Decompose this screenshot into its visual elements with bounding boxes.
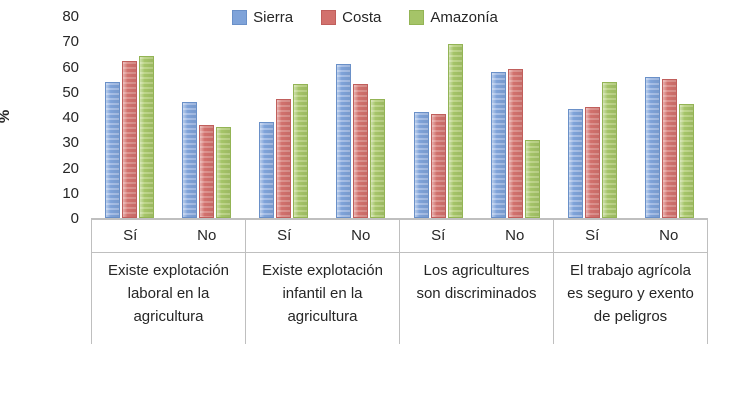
answers-row: Sí No bbox=[92, 218, 245, 253]
y-tick-label: 10 bbox=[62, 184, 79, 202]
bar-amazonía-g4-sí bbox=[601, 81, 617, 218]
chart-legend: Sierra Costa Amazonía bbox=[0, 9, 730, 26]
category-label-line: Existe explotación bbox=[262, 262, 383, 279]
bar-group-2 bbox=[245, 16, 399, 218]
bar-group-3 bbox=[400, 16, 554, 218]
bar-sierra-g2-sí bbox=[259, 122, 275, 218]
y-tick-label: 20 bbox=[62, 159, 79, 177]
answers-row: Sí No bbox=[554, 218, 707, 253]
y-tick-label: 50 bbox=[62, 83, 79, 101]
y-tick-label: 0 bbox=[70, 210, 79, 227]
category-group-3: Sí No Los agricultures son discriminados bbox=[399, 218, 553, 344]
category-label-line: son discriminados bbox=[416, 285, 537, 302]
bar-costa-g3-no bbox=[507, 69, 523, 218]
legend-item-sierra: Sierra bbox=[232, 9, 293, 26]
bar-sierra-g3-no bbox=[490, 71, 506, 218]
answer-label-sí: Sí bbox=[277, 226, 292, 244]
bar-cluster-g3-sí bbox=[400, 16, 477, 218]
bar-costa-g1-sí bbox=[122, 61, 138, 218]
bar-costa-g4-no bbox=[661, 79, 677, 218]
plot-area bbox=[91, 16, 708, 220]
category-label-line: laboral en la bbox=[127, 285, 210, 302]
category-group-label: El trabajo agrícola es seguro y exento de … bbox=[554, 253, 707, 328]
answer-label-no: No bbox=[659, 226, 679, 244]
bar-amazonía-g3-no bbox=[524, 139, 540, 218]
bar-sierra-g4-no bbox=[644, 76, 660, 218]
y-tick-label: 30 bbox=[62, 134, 79, 152]
answer-label-no: No bbox=[197, 226, 217, 244]
category-label-line: El trabajo agrícola bbox=[570, 262, 691, 279]
legend-swatch-icon bbox=[321, 10, 337, 25]
category-group-label: Existe explotación laboral en la agricultu… bbox=[92, 253, 245, 328]
category-axis: Sí No Existe explotación laboral en la agric… bbox=[91, 218, 708, 344]
bar-amazonía-g2-sí bbox=[293, 84, 309, 218]
bar-costa-g2-sí bbox=[276, 99, 292, 218]
category-group-4: Sí No El trabajo agrícola es seguro y exent… bbox=[553, 218, 708, 344]
answer-label-sí: Sí bbox=[123, 226, 138, 244]
category-label-line: agricultura bbox=[133, 308, 204, 325]
bar-sierra-g2-no bbox=[336, 63, 352, 218]
bar-sierra-g1-sí bbox=[105, 81, 121, 218]
bar-amazonía-g4-no bbox=[678, 104, 694, 218]
category-label-line: es seguro y exento bbox=[567, 285, 694, 302]
bar-cluster-g2-sí bbox=[245, 16, 322, 218]
bar-amazonía-g1-sí bbox=[139, 56, 155, 218]
bar-cluster-g1-sí bbox=[91, 16, 168, 218]
bar-cluster-g3-no bbox=[477, 16, 554, 218]
bar-group-4 bbox=[554, 16, 708, 218]
bar-sierra-g1-no bbox=[182, 101, 198, 218]
bar-cluster-g1-no bbox=[168, 16, 245, 218]
answers-row: Sí No bbox=[400, 218, 553, 253]
answer-label-sí: Sí bbox=[431, 226, 446, 244]
bar-sierra-g4-sí bbox=[567, 109, 583, 218]
bar-costa-g2-no bbox=[353, 84, 369, 218]
y-tick-label: 70 bbox=[62, 33, 79, 51]
bar-cluster-g4-sí bbox=[554, 16, 631, 218]
legend-item-amazonía: Amazonía bbox=[409, 9, 498, 26]
y-axis-title: % bbox=[0, 110, 13, 123]
bar-costa-g4-sí bbox=[584, 106, 600, 218]
category-group-2: Sí No Existe explotación infantil en la agri… bbox=[245, 218, 399, 344]
category-group-label: Los agricultures son discriminados bbox=[400, 253, 553, 305]
y-tick-label: 40 bbox=[62, 109, 79, 126]
legend-label: Amazonía bbox=[430, 9, 498, 26]
legend-swatch-icon bbox=[409, 10, 425, 25]
answer-label-no: No bbox=[505, 226, 525, 244]
bar-amazonía-g1-no bbox=[216, 127, 232, 218]
category-group-1: Sí No Existe explotación laboral en la agric… bbox=[91, 218, 245, 344]
legend-label: Costa bbox=[342, 9, 382, 26]
bar-cluster-g4-no bbox=[631, 16, 708, 218]
bar-cluster-g2-no bbox=[322, 16, 399, 218]
bar-amazonía-g2-no bbox=[370, 99, 386, 218]
bar-group-1 bbox=[91, 16, 245, 218]
y-tick-label: 60 bbox=[62, 58, 79, 76]
category-group-label: Existe explotación infantil en la agricult… bbox=[246, 253, 399, 328]
category-label-line: Los agricultures bbox=[423, 262, 530, 279]
legend-label: Sierra bbox=[253, 9, 294, 26]
bar-amazonía-g3-sí bbox=[447, 43, 463, 218]
category-label-line: de peligros bbox=[593, 308, 668, 325]
bar-costa-g3-sí bbox=[430, 114, 446, 218]
category-label-line: Existe explotación bbox=[108, 262, 229, 279]
category-label-line: infantil en la bbox=[282, 285, 363, 302]
category-label-line: agricultura bbox=[287, 308, 358, 325]
legend-item-costa: Costa bbox=[321, 9, 381, 26]
answer-label-sí: Sí bbox=[585, 226, 600, 244]
bar-sierra-g3-sí bbox=[413, 111, 429, 218]
legend-swatch-icon bbox=[232, 10, 248, 25]
bar-costa-g1-no bbox=[199, 124, 215, 218]
y-tick-label: 80 bbox=[62, 8, 79, 25]
answers-row: Sí No bbox=[246, 218, 399, 253]
answer-label-no: No bbox=[351, 226, 371, 244]
